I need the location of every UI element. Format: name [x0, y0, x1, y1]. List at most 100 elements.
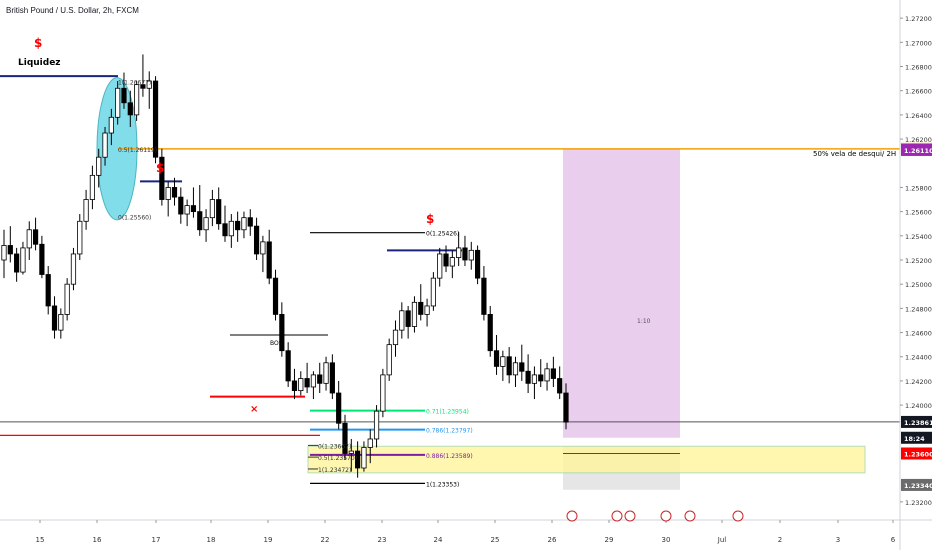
candle-body: [456, 247, 462, 258]
candle-body: [500, 356, 506, 367]
y-tick-label: 1.25200: [905, 257, 932, 265]
candle-body: [77, 220, 83, 255]
candle-body: [544, 368, 550, 382]
demand-zone: [307, 445, 866, 474]
x-tick-label: 30: [662, 536, 671, 544]
candle-body: [184, 205, 190, 215]
y-tick-label: 1.24600: [905, 330, 932, 338]
candle-body: [108, 116, 114, 134]
candle-body: [310, 374, 317, 388]
candle-body: [493, 350, 500, 367]
price-label-text: 1.23340: [904, 482, 932, 490]
candle-body: [235, 220, 241, 231]
candle-body: [39, 243, 45, 275]
candle-body: [323, 362, 329, 384]
y-tick-label: 1.26200: [905, 136, 932, 144]
candle-body: [443, 253, 449, 267]
candle-body: [51, 305, 58, 331]
fib-upper-label: 0.5(1.26119): [118, 147, 157, 154]
candle-body: [134, 84, 140, 116]
bos-label: BOS: [270, 340, 283, 347]
candle-body: [361, 447, 367, 469]
y-tick-label: 1.26600: [905, 88, 932, 96]
y-tick-label: 1.25600: [905, 209, 932, 217]
candle-body: [203, 217, 209, 231]
candle-body: [298, 378, 304, 392]
dollar-sign-2: $: [156, 161, 164, 175]
candle-body: [159, 156, 165, 200]
x-tick-label: 2: [778, 536, 782, 544]
candle-body: [83, 199, 89, 222]
dollar-sign-3: $: [426, 212, 434, 226]
x-tick-label: 17: [152, 536, 161, 544]
x-tick-label: 24: [434, 536, 443, 544]
candle-body: [140, 84, 146, 89]
candle-body: [89, 174, 96, 200]
candle-body: [1, 245, 7, 261]
price-label-text: 1.26110: [904, 147, 932, 155]
candle-body: [538, 374, 544, 382]
x-tick-label: Jul: [717, 536, 727, 544]
candle-body: [253, 225, 260, 255]
x-tick-label: 6: [891, 536, 896, 544]
liquidez-label: Liquidez: [18, 58, 61, 68]
candle-body: [462, 247, 468, 261]
candle-body: [430, 277, 436, 307]
fib-small-label: 1(1.23472): [318, 467, 351, 474]
candle-body: [519, 362, 525, 372]
dollar-sign-1: $: [34, 36, 42, 50]
y-tick-label: 1.24800: [905, 305, 932, 313]
fifty-pct-label: 50% vela de desqui/ 2H: [813, 150, 896, 158]
candle-body: [506, 356, 512, 376]
candle-body: [418, 301, 424, 315]
candle-body: [14, 253, 20, 273]
y-tick-label: 1.27000: [905, 39, 932, 47]
candle-body: [115, 87, 121, 118]
candle-body: [392, 329, 399, 346]
candle-body: [563, 392, 569, 423]
price-label-box: [901, 431, 932, 444]
fib-small-label: 0.5(1.23570): [318, 455, 357, 462]
candle-body: [178, 196, 184, 215]
x-tick-label: 23: [378, 536, 387, 544]
event-flag-icon: [660, 510, 672, 522]
fib-small-label: 0(1.23667): [318, 443, 351, 450]
candle-body: [304, 378, 310, 388]
candle-body: [405, 310, 411, 327]
event-flag-icon: [684, 510, 696, 522]
y-tick-label: 1.24000: [905, 402, 932, 410]
event-flag-icon: [566, 510, 578, 522]
y-tick-label: 1.25800: [905, 184, 932, 192]
candle-body: [367, 438, 373, 448]
candle-body: [531, 374, 538, 384]
candle-body: [171, 187, 178, 198]
ratio-label: 1:10: [637, 318, 651, 325]
candle-body: [329, 362, 335, 394]
candle-body: [209, 199, 215, 219]
candle-body: [557, 378, 563, 394]
candle-body: [424, 305, 430, 315]
y-tick-label: 1.26400: [905, 112, 932, 120]
candle-body: [190, 205, 197, 213]
x-tick-label: 19: [264, 536, 273, 544]
candle-body: [386, 344, 392, 376]
candle-body: [241, 217, 247, 231]
x-tick-label: 18: [207, 536, 216, 544]
x-mark: ×: [250, 404, 258, 415]
y-tick-label: 1.26800: [905, 64, 932, 72]
price-label-text: 1.23600: [904, 450, 932, 458]
candle-body: [20, 247, 26, 273]
fib-lower-label: 1(1.23353): [426, 481, 459, 488]
candle-body: [487, 314, 493, 352]
candle-body: [437, 253, 443, 279]
candle-body: [285, 350, 291, 382]
y-tick-label: 1.27200: [905, 15, 932, 23]
candle-body: [399, 310, 405, 331]
candle-body: [197, 211, 203, 231]
candle-body: [247, 217, 253, 227]
candle-body: [121, 87, 127, 104]
x-tick-label: 22: [321, 536, 330, 544]
fib-lower-label: 0(1.25426): [426, 231, 459, 238]
